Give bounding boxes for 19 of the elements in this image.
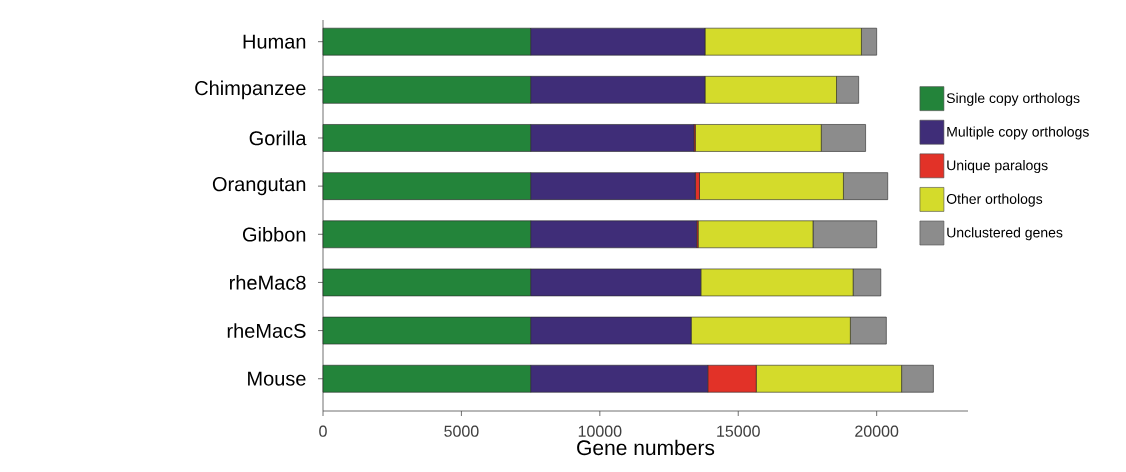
- y-tick-label: rheMac8: [229, 275, 306, 290]
- legend-label: Other orthologs: [946, 193, 1043, 207]
- x-axis-title: Gene numbers: [577, 439, 715, 456]
- x-tick-label: 10000: [578, 425, 622, 437]
- y-tick-label: Gorilla: [249, 130, 307, 146]
- legend-label: Unique paralogs: [947, 160, 1048, 174]
- y-tick-label: rheMacS: [227, 323, 306, 338]
- y-tick-label: Mouse: [248, 371, 306, 386]
- y-tick-label: Chimpanzee: [195, 80, 306, 100]
- x-tick-label: 15000: [717, 425, 760, 437]
- legend-label: Multiple copy orthologs: [947, 126, 1089, 140]
- legend-label: Unclustered genes: [947, 227, 1063, 241]
- x-tick-label: 20000: [855, 425, 899, 437]
- y-tick-label: Orangutan: [212, 177, 306, 196]
- legend-label: Single copy orthologs: [946, 92, 1080, 106]
- y-tick-label: Human: [243, 34, 306, 49]
- y-tick-label: Gibbon: [242, 226, 306, 242]
- x-tick-label: 5000: [444, 425, 479, 437]
- x-tick-label: 0: [319, 425, 327, 437]
